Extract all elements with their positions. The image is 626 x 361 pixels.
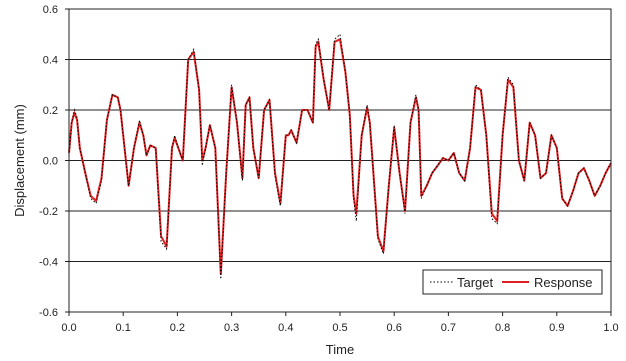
legend-target-label: Target — [457, 275, 494, 290]
x-tick-label: 0.4 — [278, 322, 293, 334]
y-tick-label: -0.4 — [39, 257, 58, 269]
y-tick-label: -0.2 — [39, 206, 58, 218]
series-response-line — [68, 38, 612, 276]
y-tick-label: 0.6 — [43, 4, 58, 16]
x-tick-label: 1.0 — [603, 322, 618, 334]
legend-response-label: Response — [534, 275, 593, 290]
x-tick-label: 0.6 — [387, 322, 402, 334]
gridlines — [69, 59, 611, 262]
x-axis-title: Time — [326, 342, 354, 357]
x-tick-label: 0.7 — [441, 322, 456, 334]
y-tick-label: 0.4 — [43, 55, 58, 67]
x-tick-label: 0.1 — [116, 322, 131, 334]
tick-labels: -0.6 -0.4 -0.2 0.0 0.2 0.4 0.6 0.0 0.1 0.2 0.3 0.4 0… — [39, 4, 619, 334]
series-target-line — [68, 33, 612, 280]
y-axis-title: Displacement (mm) — [12, 104, 27, 217]
series-lines — [68, 33, 612, 280]
x-tick-label: 0.0 — [61, 322, 76, 334]
y-tick-label: -0.6 — [39, 307, 58, 319]
y-tick-label: 0.2 — [43, 105, 58, 117]
legend: Target Response — [422, 269, 603, 295]
x-tick-label: 0.3 — [224, 322, 239, 334]
x-tick-label: 0.8 — [495, 322, 510, 334]
x-tick-label: 0.5 — [332, 322, 347, 334]
x-tick-label: 0.9 — [549, 322, 564, 334]
y-tick-label: 0.0 — [43, 156, 58, 168]
x-tick-label: 0.2 — [170, 322, 185, 334]
